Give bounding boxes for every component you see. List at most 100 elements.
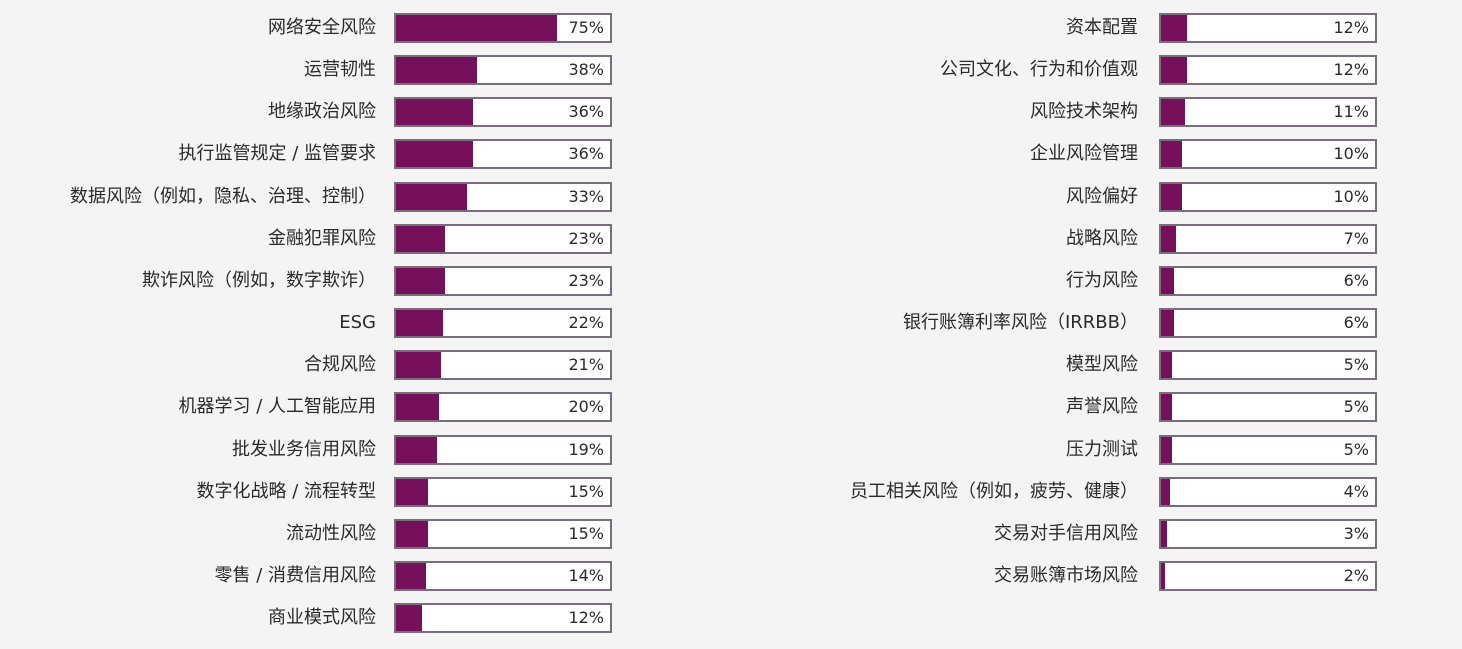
bar (1161, 225, 1176, 252)
value-label: 23% (568, 228, 604, 248)
value-label: 7% (1343, 228, 1369, 248)
bar-track: 23% (394, 265, 612, 296)
bar (1161, 520, 1168, 547)
bar (1161, 15, 1187, 41)
category-label: 运营韧性 (304, 59, 376, 81)
bar-row: 执行监管规定 / 监管要求 36% (0, 139, 612, 170)
value-label: 23% (568, 270, 604, 290)
bar-row: 批发业务信用风险 19% (0, 434, 612, 465)
value-label: 10% (1333, 186, 1369, 206)
bar-track: 36% (394, 97, 612, 128)
bar-track: 5% (1159, 350, 1377, 381)
bar (1161, 352, 1172, 379)
category-label: 合规风险 (304, 354, 376, 376)
value-label: 14% (568, 565, 604, 585)
bar-row: 战略风险 7% (762, 223, 1377, 254)
bar-track: 10% (1159, 181, 1377, 212)
bar (396, 15, 557, 41)
value-label: 11% (1333, 102, 1369, 122)
bar (1161, 99, 1185, 126)
bar-track: 6% (1159, 308, 1377, 339)
bar (1161, 310, 1174, 337)
category-label: 压力测试 (1066, 438, 1138, 460)
bar-track: 12% (1159, 13, 1377, 43)
category-label: 金融犯罪风险 (268, 227, 376, 249)
value-label: 75% (568, 18, 604, 37)
bar-track: 5% (1159, 392, 1377, 423)
bar (396, 57, 478, 84)
bar-row: 交易账簿市场风险 2% (762, 560, 1377, 591)
bar-track: 15% (394, 476, 612, 507)
category-label: 商业模式风险 (268, 607, 376, 629)
category-label: 执行监管规定 / 监管要求 (178, 143, 376, 165)
value-label: 38% (568, 60, 604, 80)
bar-track: 12% (394, 603, 612, 634)
bar (396, 520, 429, 547)
bar-row: 数字化战略 / 流程转型 15% (0, 476, 612, 507)
category-label: 交易对手信用风险 (994, 522, 1138, 544)
bar (1161, 562, 1166, 589)
value-label: 6% (1343, 270, 1369, 290)
bar-row: 员工相关风险（例如，疲劳、健康） 4% (762, 476, 1377, 507)
bar-track: 38% (394, 55, 612, 86)
category-label: 战略风险 (1066, 227, 1138, 249)
bar-row: 资本配置 12% (762, 13, 1377, 43)
bar-row: 地缘政治风险 36% (0, 97, 612, 128)
bar-row: 风险技术架构 11% (762, 97, 1377, 128)
bar (396, 478, 429, 505)
value-label: 4% (1343, 481, 1369, 501)
category-label: 机器学习 / 人工智能应用 (178, 396, 376, 418)
bar (396, 267, 446, 294)
bar-row: 风险偏好 10% (762, 181, 1377, 212)
value-label: 20% (568, 397, 604, 417)
bar-track: 23% (394, 223, 612, 254)
bar-row: 合规风险 21% (0, 350, 612, 381)
bar-row: 银行账簿利率风险（IRRBB） 6% (762, 308, 1377, 339)
category-label: 风险技术架构 (1030, 101, 1138, 123)
bar (396, 310, 444, 337)
bar-row: 网络安全风险 75% (0, 13, 612, 43)
category-label: ESG (339, 312, 376, 334)
value-label: 5% (1343, 397, 1369, 417)
bar-row: 金融犯罪风险 23% (0, 223, 612, 254)
bar-row: 声誉风险 5% (762, 392, 1377, 423)
bar-track: 14% (394, 560, 612, 591)
value-label: 15% (568, 523, 604, 543)
category-label: 资本配置 (1066, 17, 1138, 38)
category-label: 声誉风险 (1066, 396, 1138, 418)
bar (1161, 267, 1174, 294)
value-label: 36% (568, 144, 604, 164)
category-label: 流动性风险 (286, 522, 376, 544)
value-label: 6% (1343, 313, 1369, 333)
category-label: 交易账簿市场风险 (994, 564, 1138, 586)
bar (396, 225, 446, 252)
value-label: 36% (568, 102, 604, 122)
bar (396, 394, 439, 421)
value-label: 2% (1343, 565, 1369, 585)
bar-track: 11% (1159, 97, 1377, 128)
bar-track: 3% (1159, 518, 1377, 549)
category-label: 员工相关风险（例如，疲劳、健康） (850, 480, 1138, 502)
bar-row: 机器学习 / 人工智能应用 20% (0, 392, 612, 423)
category-label: 行为风险 (1066, 269, 1138, 291)
bar-row: 行为风险 6% (762, 265, 1377, 296)
category-label: 批发业务信用风险 (232, 438, 376, 460)
value-label: 12% (1333, 60, 1369, 80)
bar-track: 5% (1159, 434, 1377, 465)
bar-track: 22% (394, 308, 612, 339)
bar (396, 352, 441, 379)
bar-row: 商业模式风险 12% (0, 603, 612, 634)
bar (1161, 436, 1172, 463)
bar-track: 19% (394, 434, 612, 465)
bar-row: 公司文化、行为和价值观 12% (762, 55, 1377, 86)
bar-row: 企业风险管理 10% (762, 139, 1377, 170)
bar-row: 交易对手信用风险 3% (762, 518, 1377, 549)
category-label: 地缘政治风险 (268, 101, 376, 123)
bar-track: 20% (394, 392, 612, 423)
bar (1161, 141, 1183, 168)
bar (396, 562, 426, 589)
value-label: 12% (1333, 18, 1369, 37)
value-label: 5% (1343, 355, 1369, 375)
category-label: 零售 / 消费信用风险 (214, 564, 376, 586)
bar (1161, 57, 1187, 84)
